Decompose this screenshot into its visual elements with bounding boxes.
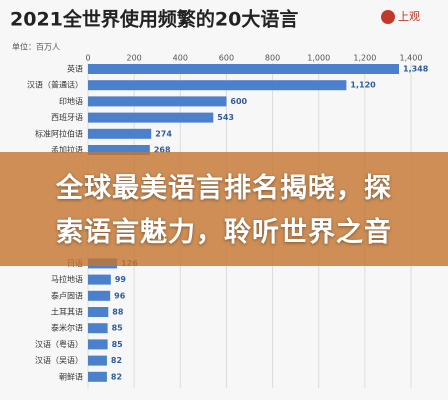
banner-line: 索语言魅力，聆听世界之音 [56,217,392,248]
y-tick-label: 土耳其语 [51,307,83,317]
x-tick-label: 1,400 [400,54,423,63]
value-label: 88 [112,308,124,317]
y-tick-label: 朝鲜语 [59,371,83,381]
y-tick-label: 标准阿拉伯语 [35,128,83,138]
value-label: 543 [217,113,234,122]
value-label: 82 [111,356,122,365]
value-label: 85 [112,340,124,349]
y-tick-label: 汉语（粤语） [35,339,83,349]
bar [88,355,107,366]
bar [88,96,227,107]
y-tick-label: 孟加拉语 [51,145,83,155]
x-tick-label: 600 [219,54,234,63]
x-tick-label: 400 [173,54,188,63]
source-logo: 上观 [398,10,420,23]
x-tick-label: 1,000 [307,54,330,63]
x-tick-label: 1,200 [353,54,376,63]
value-label: 1,348 [403,65,429,74]
bar [88,145,150,155]
bar [88,339,108,350]
value-label: 96 [114,291,126,300]
value-label: 274 [155,129,172,138]
x-tick-label: 800 [265,54,280,63]
bar [88,307,109,317]
y-tick-label: 印地语 [59,96,83,106]
y-tick-label: 英语 [67,64,83,74]
x-tick-label: 200 [127,54,142,63]
bar [88,128,152,139]
value-label: 600 [230,97,247,106]
y-tick-label: 西班牙语 [51,112,83,122]
banner-line: 全球最美语言排名揭晓，探 [56,173,392,204]
y-tick-label: 泰卢固语 [51,290,83,300]
banner: 全球最美语言排名揭晓，探 索语言魅力，聆听世界之音 [0,152,448,266]
bar [88,274,111,285]
bar [88,290,111,301]
chart-title: 2021全世界使用频繁的20大语言 [10,8,298,31]
value-label: 85 [112,324,124,333]
unit-label: 单位：百万人 [12,42,60,52]
bar [88,64,400,74]
value-label: 268 [154,146,171,155]
value-label: 82 [111,372,122,381]
y-tick-label: 汉语（普通话） [27,80,83,90]
bar [88,323,108,334]
y-tick-label: 马拉地语 [51,274,83,284]
value-label: 1,120 [350,81,376,90]
x-tick-label: 0 [85,54,90,63]
bar [88,371,107,382]
y-tick-label: 泰米尔语 [51,323,83,333]
bar [88,80,347,91]
value-label: 99 [115,275,127,284]
logo-icon [381,10,395,24]
y-tick-label: 汉语（吴语） [35,355,83,365]
bar [88,112,214,123]
